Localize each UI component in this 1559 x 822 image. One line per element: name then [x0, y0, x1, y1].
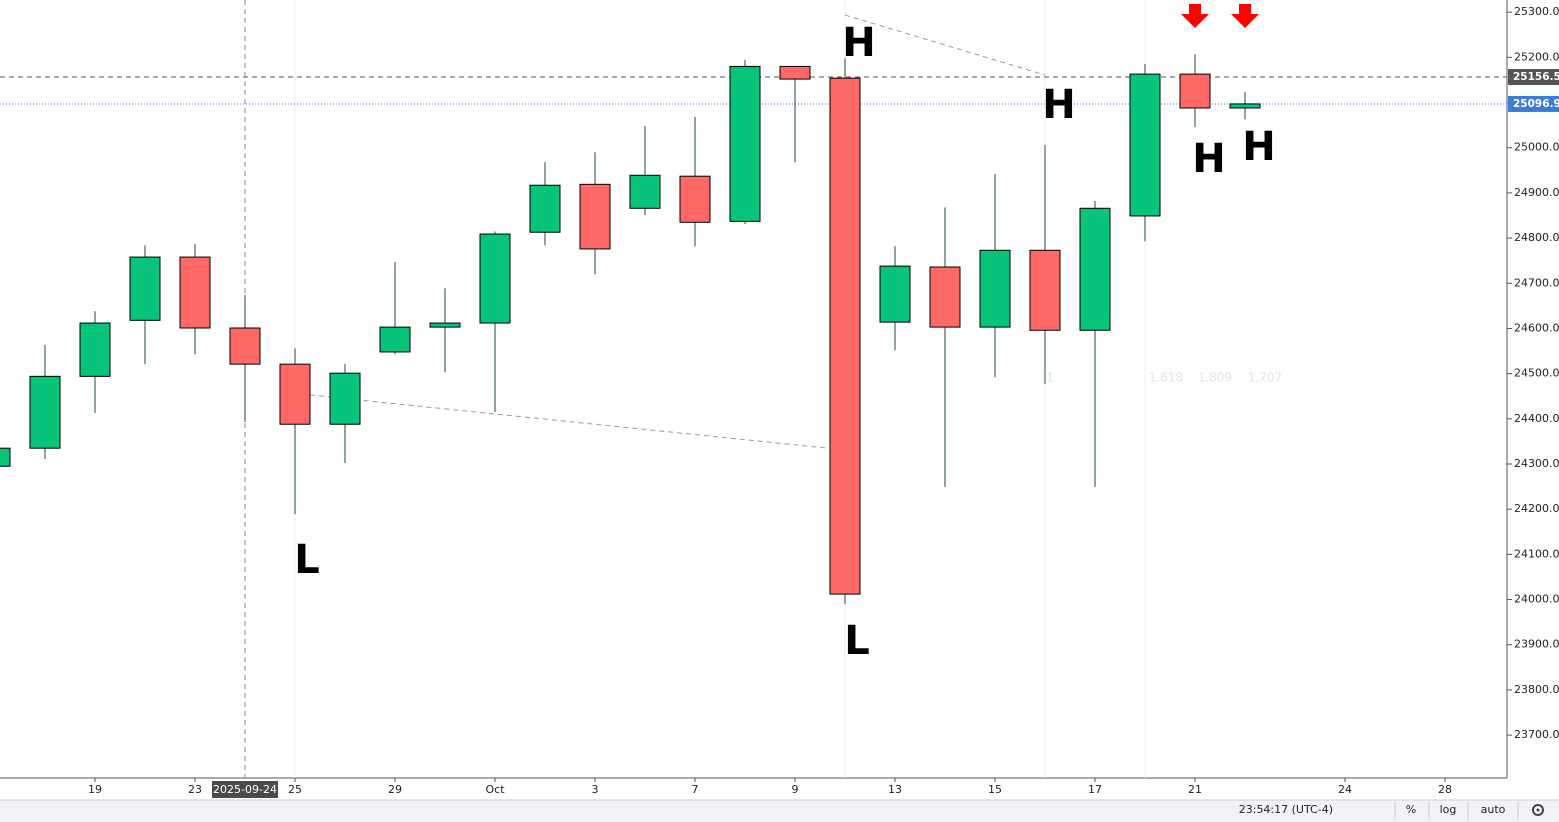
y-tick-label: 23700.0: [1514, 728, 1559, 741]
candle-body: [29, 375, 61, 449]
y-tick-label: 24100.0: [1514, 547, 1559, 560]
candle-body: [1079, 207, 1111, 331]
y-tick-label: 24200.0: [1514, 502, 1559, 515]
candle-body: [579, 183, 611, 250]
candle-body: [1029, 249, 1061, 331]
trend-line: [844, 14, 1046, 76]
x-tick-label: 23: [188, 783, 202, 796]
red-arrow: [1231, 4, 1259, 28]
percent-button[interactable]: %: [1406, 803, 1416, 816]
fib-label: 1.809: [1198, 371, 1232, 385]
price-label-bg: [1508, 95, 1559, 112]
candle-body: [279, 363, 311, 425]
candle-body: [479, 233, 511, 324]
annotation: L: [294, 537, 320, 583]
x-tick-label: 28: [1438, 783, 1452, 796]
x-tick-label: 9: [792, 783, 799, 796]
y-tick-label: 24800.0: [1514, 231, 1559, 244]
x-tick-label: 13: [888, 783, 902, 796]
arrows: [1181, 4, 1259, 28]
candle-body: [1129, 73, 1161, 217]
price-label: 25156.5: [1513, 71, 1559, 83]
y-tick-label: 24600.0: [1514, 321, 1559, 334]
candle-body: [229, 327, 261, 365]
gear: [1532, 804, 1544, 816]
gear-center: [1536, 808, 1540, 812]
x-tick-label: Oct: [485, 783, 505, 796]
red-arrow: [1181, 4, 1209, 28]
crosshair-label: 2025-09-24: [213, 783, 277, 796]
x-tick-label: 25: [288, 783, 302, 796]
candle-body: [179, 256, 211, 329]
price-label-bg: [1508, 69, 1559, 86]
clock: 23:54:17 (UTC-4): [1239, 803, 1333, 816]
candle-body: [629, 174, 661, 209]
trend-line: [309, 394, 827, 449]
x-tick-label: 17: [1088, 783, 1102, 796]
candle-body: [1179, 73, 1211, 109]
y-tick-label: 25300.0: [1514, 5, 1559, 18]
x-tick-label: 21: [1188, 783, 1202, 796]
settings-icon[interactable]: [1532, 804, 1544, 816]
x-tick-label: 15: [988, 783, 1002, 796]
toolbar: [0, 800, 1559, 822]
candle-body: [379, 326, 411, 353]
candle-body: [79, 322, 111, 377]
y-tick-label: 24000.0: [1514, 593, 1559, 606]
candle-body: [1229, 103, 1261, 109]
candle-body: [679, 175, 711, 223]
y-tick-label: 24500.0: [1514, 367, 1559, 380]
candle-body: [879, 265, 911, 323]
price-label: 25096.9: [1513, 98, 1559, 110]
y-tick-label: 24700.0: [1514, 276, 1559, 289]
y-tick-label: 23900.0: [1514, 638, 1559, 651]
candle-body: [529, 184, 561, 233]
y-tick-label: 24900.0: [1514, 186, 1559, 199]
y-tick-label: 24300.0: [1514, 457, 1559, 470]
y-tick-label: 25000.0: [1514, 141, 1559, 154]
candle-body: [129, 256, 161, 321]
x-tick-label: 7: [692, 783, 699, 796]
annotation: H: [1192, 136, 1225, 182]
auto-button[interactable]: auto: [1481, 803, 1506, 816]
x-tick-label: 19: [88, 783, 102, 796]
annotation: L: [844, 618, 870, 664]
y-tick-label: 24400.0: [1514, 412, 1559, 425]
annotation: H: [1042, 82, 1075, 128]
fib-label: 1.618: [1149, 371, 1183, 385]
candle-body: [979, 249, 1011, 328]
candle-body: [329, 372, 361, 425]
annotation: H: [842, 20, 875, 66]
candle-body: [779, 65, 811, 80]
candle-body: [929, 266, 961, 328]
fib-label: 1.707: [1248, 371, 1282, 385]
candle-body: [829, 77, 861, 595]
crosshair-label-bg: [212, 781, 278, 798]
x-tick-label: 29: [388, 783, 402, 796]
y-tick-label: 25200.0: [1514, 50, 1559, 63]
candle-body: [0, 447, 11, 467]
x-tick-label: 24: [1338, 783, 1352, 796]
candle-body: [729, 65, 761, 222]
x-tick-label: 3: [592, 783, 599, 796]
log-button[interactable]: log: [1440, 803, 1457, 816]
fib-label: 1: [1046, 371, 1054, 385]
candle-body: [429, 322, 461, 328]
y-tick-label: 23800.0: [1514, 683, 1559, 696]
annotation: H: [1242, 124, 1275, 170]
